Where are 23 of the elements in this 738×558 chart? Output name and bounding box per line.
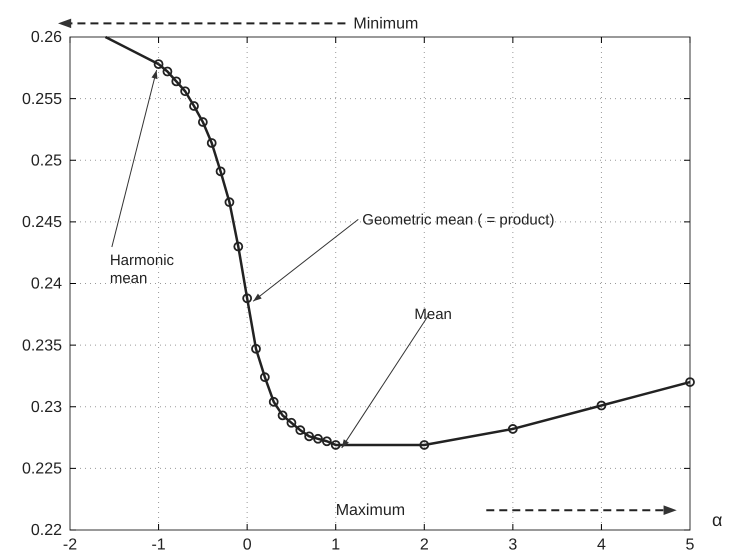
y-tick-label: 0.255 (22, 90, 62, 108)
y-tick-label: 0.23 (30, 398, 62, 416)
x-tick-label: -1 (151, 536, 166, 554)
annotation: Geometric mean ( = product) (362, 211, 554, 228)
x-tick-label: 1 (331, 536, 340, 554)
y-tick-label: 0.22 (30, 522, 62, 540)
x-tick-label: 0 (242, 536, 252, 554)
text: Minimum (353, 15, 418, 32)
x-tick-label: 5 (686, 536, 695, 554)
y-tick-label: 0.235 (22, 337, 62, 354)
x-axis-title: α (712, 510, 722, 530)
y-tick-label: 0.26 (30, 29, 62, 46)
y-tick-label: 0.25 (30, 152, 62, 170)
x-tick-label: -2 (62, 536, 78, 554)
y-tick-label: 0.245 (22, 214, 62, 231)
x-tick-label: 4 (596, 536, 606, 554)
x-tick-label: 2 (420, 536, 429, 554)
annotation: Harmonic mean (110, 252, 175, 288)
y-tick-label: 0.24 (30, 276, 62, 293)
annotation: Maximum (336, 502, 406, 520)
y-tick-label: 0.225 (22, 460, 62, 478)
x-tick-label: 3 (508, 536, 518, 554)
annotation: Mean (414, 306, 452, 324)
